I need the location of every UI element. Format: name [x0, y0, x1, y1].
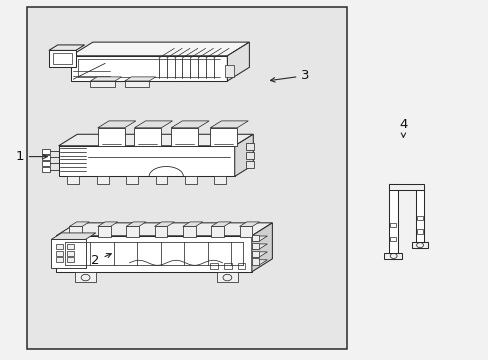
Polygon shape [234, 134, 253, 176]
Polygon shape [51, 239, 85, 268]
Bar [98, 226, 110, 237]
Polygon shape [210, 128, 237, 146]
Bar [224, 263, 231, 269]
Polygon shape [59, 146, 234, 176]
Bar [245, 161, 253, 168]
Polygon shape [98, 128, 124, 146]
Bar [389, 223, 395, 227]
Bar [210, 263, 218, 269]
Bar [239, 226, 252, 237]
Polygon shape [251, 252, 267, 257]
Polygon shape [98, 121, 136, 128]
Polygon shape [126, 222, 146, 226]
Polygon shape [124, 77, 155, 81]
Polygon shape [71, 56, 227, 81]
Bar [75, 272, 96, 282]
Polygon shape [49, 50, 76, 67]
Polygon shape [383, 253, 402, 259]
Bar [251, 251, 259, 257]
Bar [416, 229, 422, 234]
Text: 2: 2 [91, 253, 111, 267]
Polygon shape [134, 128, 161, 146]
Text: 4: 4 [398, 118, 407, 138]
Bar [41, 149, 50, 154]
Text: 3: 3 [270, 69, 309, 82]
Bar [251, 258, 259, 265]
Polygon shape [56, 223, 272, 236]
Bar [224, 65, 233, 77]
Bar [27, 7, 346, 349]
Bar [56, 251, 63, 256]
Bar [251, 235, 259, 241]
Polygon shape [211, 222, 231, 226]
Polygon shape [171, 128, 198, 146]
Bar [245, 152, 253, 159]
Text: 1: 1 [15, 150, 47, 163]
Polygon shape [411, 242, 427, 248]
Polygon shape [210, 121, 248, 128]
Polygon shape [59, 134, 253, 146]
Polygon shape [251, 244, 267, 249]
Bar [184, 176, 196, 184]
Bar [56, 257, 63, 262]
Bar [97, 176, 108, 184]
Bar [154, 226, 167, 237]
Polygon shape [227, 42, 249, 81]
Polygon shape [388, 184, 397, 259]
Bar [41, 155, 50, 160]
Polygon shape [154, 222, 174, 226]
Bar [183, 226, 195, 237]
Bar [69, 226, 82, 237]
Polygon shape [415, 187, 424, 248]
Polygon shape [251, 236, 267, 241]
Bar [67, 244, 74, 249]
Polygon shape [98, 222, 118, 226]
Bar [67, 251, 74, 256]
Polygon shape [183, 222, 203, 226]
Bar [214, 176, 225, 184]
Polygon shape [134, 121, 172, 128]
Polygon shape [69, 222, 89, 226]
Polygon shape [239, 222, 259, 226]
Bar [53, 53, 72, 64]
Polygon shape [251, 223, 272, 272]
Bar [41, 167, 50, 172]
Bar [237, 263, 245, 269]
Bar [41, 161, 50, 166]
Polygon shape [49, 45, 84, 50]
Bar [245, 143, 253, 150]
Bar [124, 81, 149, 87]
Bar [216, 272, 238, 282]
Bar [211, 226, 224, 237]
Bar [416, 216, 422, 220]
Bar [389, 237, 395, 241]
Bar [155, 176, 167, 184]
Polygon shape [90, 77, 121, 81]
Polygon shape [388, 184, 424, 190]
Polygon shape [71, 42, 249, 56]
Polygon shape [171, 121, 209, 128]
Bar [67, 257, 74, 262]
Bar [126, 176, 138, 184]
Bar [90, 81, 115, 87]
Bar [126, 226, 139, 237]
Bar [67, 176, 79, 184]
Polygon shape [251, 260, 267, 265]
Polygon shape [51, 233, 96, 239]
Bar [56, 244, 63, 249]
Polygon shape [56, 236, 251, 272]
Bar [251, 243, 259, 249]
